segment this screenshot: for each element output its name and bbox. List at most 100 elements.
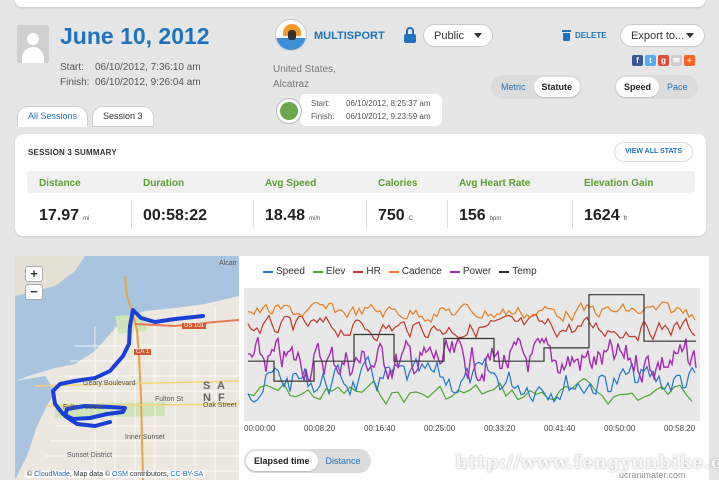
twitter-icon[interactable]: t [645, 55, 656, 66]
map-label-ca1: CA 1 [134, 349, 152, 355]
metric-option[interactable]: Metric [501, 82, 526, 92]
x-tick-label: 00:25:00 [424, 424, 456, 433]
legend-item[interactable]: HR [353, 266, 381, 277]
plus-icon[interactable]: + [684, 55, 695, 66]
sub-finish-value: 06/10/2012, 9:23:59 am [346, 112, 431, 121]
pace-option[interactable]: Pace [667, 82, 688, 92]
sub-finish-label: Finish: [311, 112, 335, 121]
legend-item[interactable]: Power [449, 266, 491, 277]
legend-swatch [499, 270, 510, 273]
session-tabs: All Sessions Session 3 [17, 106, 154, 127]
map-canvas [15, 256, 239, 480]
stat-number: 18.48 [265, 207, 306, 224]
email-icon[interactable]: ✉ [671, 55, 682, 66]
stat-unit: C [408, 216, 414, 222]
legend-item[interactable]: Temp [499, 266, 537, 277]
stat-unit: mi [83, 216, 90, 222]
statute-option[interactable]: Statute [533, 77, 581, 97]
view-all-stats-button[interactable]: VIEW ALL STATS [614, 142, 693, 162]
plot-area[interactable] [244, 288, 700, 421]
stat-number: 156 [459, 207, 486, 224]
stat-unit: ft [623, 216, 627, 222]
delete-label: DELETE [575, 31, 607, 40]
export-select[interactable]: Export to... [620, 24, 705, 47]
sub-start-label: Start: [311, 99, 331, 108]
stat-separator [253, 200, 254, 228]
speed-pace-toggle: Speed Pace [614, 75, 698, 99]
osm-link[interactable]: OSM [112, 471, 128, 478]
summary-title: SESSION 3 SUMMARY [28, 148, 117, 157]
legend-item[interactable]: Speed [263, 266, 305, 277]
multisport-icon [275, 19, 307, 51]
legend-item[interactable]: Cadence [388, 266, 442, 277]
zoom-in-button[interactable]: + [25, 266, 43, 282]
stat-value: 00:58:22 [143, 207, 207, 225]
stat-number: 17.97 [39, 207, 80, 224]
map-label-alcatraz: Alcatr [219, 260, 237, 267]
elapsed-time-option[interactable]: Elapsed time [246, 451, 318, 471]
avatar [17, 25, 49, 63]
stats-header-bar [27, 171, 695, 193]
stat-value: 156 bpm [459, 207, 501, 225]
stat-unit: bpm [489, 216, 502, 222]
start-label: Start: [60, 62, 84, 73]
license-link[interactable]: CC-BY-SA [170, 471, 204, 478]
start-value: 06/10/2012, 7:36:10 am [95, 62, 201, 73]
sub-start-value: 06/10/2012, 8:25:37 am [346, 99, 431, 108]
legend-swatch [388, 270, 399, 273]
facebook-icon[interactable]: f [632, 55, 643, 66]
location: United States, Alcatraz [273, 62, 336, 92]
legend-item[interactable]: Elev [312, 266, 346, 277]
zoom-out-button[interactable]: − [25, 284, 43, 300]
route-map[interactable]: + − Alcatr US 101 CA 1 Geary Boulevard S… [15, 256, 239, 480]
map-label-oak: Oak Street [203, 402, 237, 409]
map-label-inner-sunset: Inner Sunset [125, 434, 165, 441]
x-axis-mode-toggle: Elapsed time Distance [244, 449, 371, 473]
speed-option[interactable]: Speed [616, 77, 660, 97]
series-line-temp [248, 294, 696, 382]
tab-session-3[interactable]: Session 3 [92, 106, 154, 127]
stat-number: 00:58:22 [143, 207, 208, 224]
sub-session-times: Start: 06/10/2012, 8:25:37 am Finish: 06/1… [300, 94, 442, 126]
x-tick-label: 00:00:00 [244, 424, 276, 433]
privacy-select[interactable]: Public [423, 24, 493, 47]
legend-swatch [312, 270, 323, 273]
tab-all-sessions[interactable]: All Sessions [17, 106, 89, 127]
stat-label: Avg Speed [265, 178, 317, 189]
x-tick-label: 00:08:20 [304, 424, 336, 433]
chevron-down-icon [686, 33, 694, 38]
x-tick-label: 00:41:40 [544, 424, 576, 433]
bike-icon [276, 98, 302, 124]
stat-label: Duration [143, 178, 185, 189]
legend-label: Cadence [401, 266, 442, 277]
stat-label: Avg Heart Rate [459, 178, 531, 189]
legend-label: HR [366, 266, 381, 277]
series-line-cadence [247, 301, 696, 324]
attribution-contrib: contributors, [128, 471, 171, 478]
legend-label: Elev [325, 266, 346, 277]
stat-label: Distance [39, 178, 81, 189]
delete-button[interactable]: DELETE [562, 30, 607, 41]
map-label-fulton-st: Fulton St [155, 396, 184, 403]
finish-label: Finish: [60, 77, 90, 88]
stat-separator [131, 200, 132, 228]
google-plus-icon[interactable]: g [658, 55, 669, 66]
watermark: http://www.fengyunbike.com [455, 452, 719, 473]
distance-option[interactable]: Distance [325, 456, 361, 466]
chart-lines [247, 294, 697, 406]
metrics-chart-panel: Speed Elev HR Cadence Power Temp 00:00:00 00:0… [239, 256, 709, 480]
units-toggle: Metric Statute [491, 75, 583, 99]
series-line-speed [247, 355, 696, 403]
x-tick-label: 00:33:20 [484, 424, 516, 433]
session-summary: SESSION 3 SUMMARY VIEW ALL STATS Distanc… [15, 134, 706, 236]
series-line-hr [247, 313, 696, 343]
stat-separator [447, 200, 448, 228]
map-label-geary: Geary Boulevard [83, 380, 136, 387]
map-attribution: © CloudMade, Map data © OSM contributors… [25, 471, 206, 478]
location-line2: Alcatraz [273, 79, 310, 90]
cloudmade-link[interactable]: CloudMade [34, 471, 70, 478]
watermark-sub: ucranimater.com [619, 470, 686, 480]
series-line-elev [247, 377, 693, 406]
chevron-down-icon [474, 33, 482, 38]
map-label-san-francisco: S A N F [203, 380, 227, 404]
